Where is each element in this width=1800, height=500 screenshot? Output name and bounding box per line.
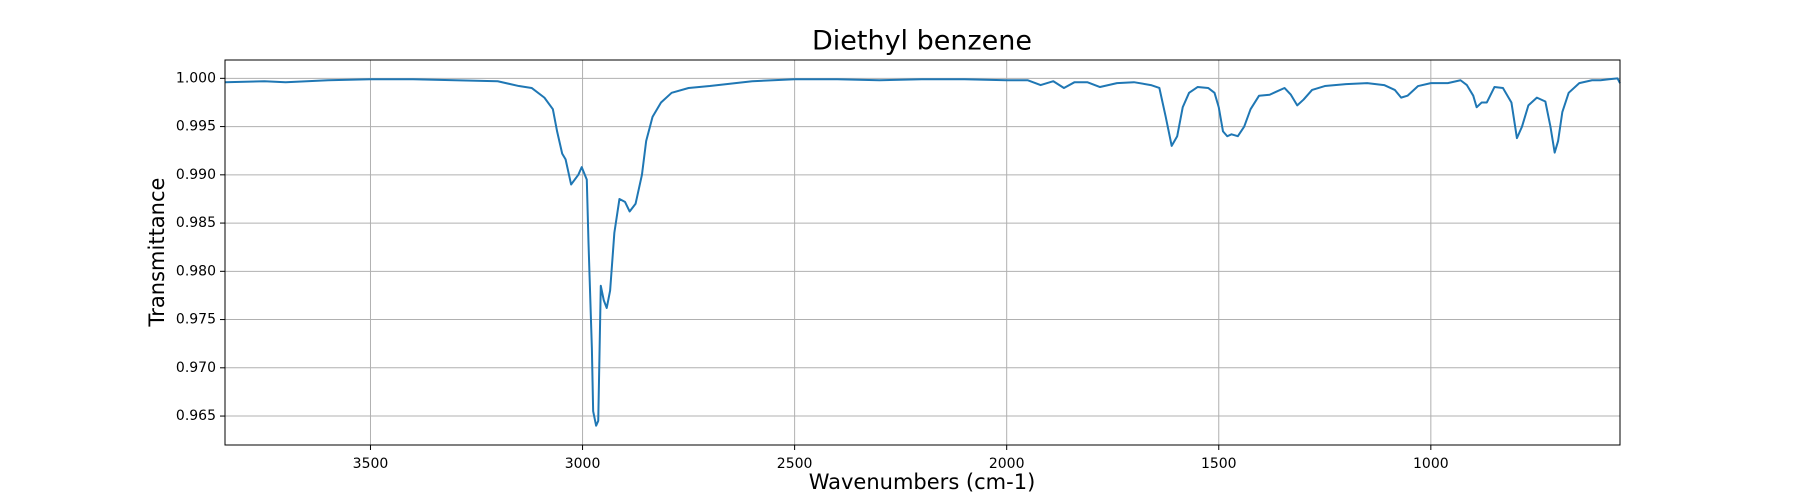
- x-tick-label: 1000: [1413, 456, 1449, 472]
- y-tick-label: 0.965: [176, 408, 216, 424]
- y-tick-label: 0.970: [176, 360, 216, 376]
- y-tick-label: 0.980: [176, 263, 216, 279]
- y-axis-label: Transmittance: [145, 178, 169, 328]
- y-tick-label: 0.990: [176, 167, 216, 183]
- x-tick-label: 2000: [989, 456, 1025, 472]
- x-tick-label: 1500: [1201, 456, 1237, 472]
- chart-title: Diethyl benzene: [812, 26, 1032, 57]
- y-tick-label: 0.995: [176, 119, 216, 135]
- y-tick-label: 0.985: [176, 215, 216, 231]
- x-tick-label: 2500: [777, 456, 813, 472]
- y-tick-label: 0.975: [176, 312, 216, 328]
- y-tick-label: 1.000: [176, 70, 216, 86]
- x-axis-label: Wavenumbers (cm-1): [809, 470, 1036, 494]
- x-tick-label: 3500: [353, 456, 389, 472]
- spectrum-line: [224, 77, 1621, 427]
- x-tick-label: 3000: [565, 456, 601, 472]
- plot-frame: [224, 59, 1621, 446]
